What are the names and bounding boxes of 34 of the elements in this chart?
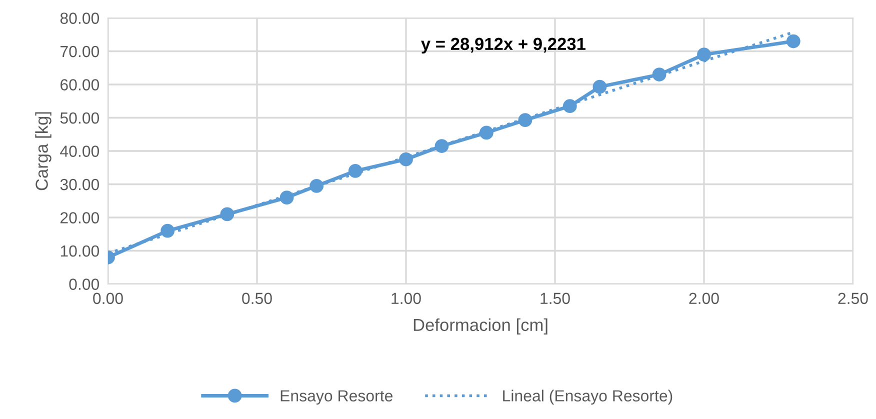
x-axis-title: Deformacion [cm] xyxy=(414,318,548,335)
y-tick-label: 50.00 xyxy=(60,112,100,124)
point xyxy=(160,224,175,238)
point xyxy=(480,126,494,140)
legend-label: Lineal (Ensayo Resorte) xyxy=(503,390,672,405)
point xyxy=(652,68,666,82)
point xyxy=(697,48,711,62)
x-tick-label: 2.50 xyxy=(838,292,868,304)
y-axis-title: Carga [kg] xyxy=(35,112,52,190)
y-tick-label: 70.00 xyxy=(60,46,100,58)
point xyxy=(562,99,577,114)
point xyxy=(399,152,413,166)
y-tick-label: 60.00 xyxy=(60,79,100,90)
point xyxy=(434,139,449,153)
y-tick-label: 80.00 xyxy=(60,12,100,24)
x-tick-label: 1.50 xyxy=(540,292,570,304)
x-tick-label: 0.50 xyxy=(242,292,272,304)
y-tick-label: 20.00 xyxy=(60,212,100,224)
point xyxy=(280,190,294,204)
point xyxy=(786,34,800,48)
legend-label: Ensayo Resorte xyxy=(280,390,392,405)
x-tick-label: 0.00 xyxy=(93,292,123,304)
x-tick-label: 1.00 xyxy=(392,292,421,304)
point xyxy=(518,113,532,128)
annotation: y = 28,912x + 9,2231 xyxy=(421,38,586,54)
point xyxy=(348,164,362,178)
y-tick-label: 10.00 xyxy=(60,245,100,257)
y-tick-label: 40.00 xyxy=(60,146,100,157)
point xyxy=(310,178,324,193)
point xyxy=(592,80,607,94)
point xyxy=(220,207,234,222)
y-tick-label: 0.00 xyxy=(69,278,100,290)
y-tick-label: 30.00 xyxy=(60,178,100,190)
x-tick-label: 2.00 xyxy=(689,292,719,304)
